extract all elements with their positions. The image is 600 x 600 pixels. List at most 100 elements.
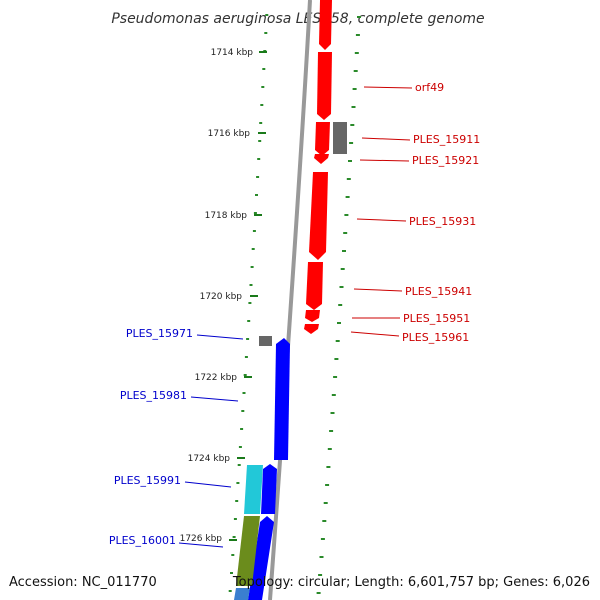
gene-label[interactable]: orf49 [415, 81, 444, 94]
guide-dot [233, 518, 237, 520]
guide-dot [262, 68, 266, 70]
guide-dot [325, 484, 330, 486]
gene-label[interactable]: PLES_16001 [109, 534, 176, 547]
guide-dot [342, 250, 346, 252]
guide-dot [265, 14, 269, 16]
guide-dot [237, 464, 241, 466]
guide-dot [259, 122, 263, 124]
guide-dot [238, 446, 242, 448]
label-leader-line [363, 86, 413, 89]
guide-dot [354, 52, 359, 54]
gene-label[interactable]: PLES_15991 [114, 474, 181, 487]
guide-dots [228, 14, 361, 594]
label-leader-line [359, 159, 410, 162]
guide-dot [249, 284, 253, 286]
gene-feature[interactable] [315, 122, 330, 156]
guide-dot [348, 160, 352, 162]
guide-dot [252, 230, 256, 232]
guide-dot [318, 574, 323, 576]
genome-summary-text: Topology: circular; Length: 6,601,757 bp… [232, 575, 590, 590]
gene-label[interactable]: PLES_15981 [120, 389, 187, 402]
gene-label[interactable]: PLES_15961 [402, 331, 469, 344]
gene-feature[interactable] [236, 516, 260, 586]
guide-dot [343, 232, 348, 234]
gene-feature[interactable] [306, 262, 323, 310]
gene-label[interactable]: PLES_15951 [403, 312, 470, 325]
guide-dot [235, 500, 239, 502]
guide-dot [257, 158, 261, 160]
guide-dot [323, 502, 328, 504]
gene-feature[interactable] [305, 310, 320, 322]
guide-dot [349, 142, 354, 144]
label-leader-line [184, 481, 232, 488]
gene-feature[interactable] [261, 464, 277, 514]
scale-tick-label: 1718 kbp [205, 211, 248, 221]
gene-feature[interactable] [234, 588, 250, 600]
guide-dot [333, 376, 338, 378]
guide-dot [316, 592, 321, 594]
gene-label[interactable]: PLES_15941 [405, 285, 472, 298]
gene-feature[interactable] [259, 336, 272, 346]
guide-dot [264, 32, 268, 34]
label-leader-line [196, 334, 244, 340]
left-gene-labels: PLES_15971 PLES_15981 PLES_15991 PLES_16… [109, 327, 244, 548]
gene-feature[interactable] [244, 465, 263, 514]
guide-dot [357, 16, 361, 18]
guide-dot [350, 124, 355, 126]
gene-label[interactable]: PLES_15921 [412, 154, 479, 167]
gene-feature[interactable] [274, 338, 290, 460]
scale-tick-label: 1724 kbp [188, 454, 231, 464]
guide-dot [337, 322, 341, 324]
guide-dot [331, 394, 336, 396]
scale-tick-label: 1716 kbp [208, 129, 251, 139]
guide-dot [353, 70, 358, 72]
guide-dot [231, 554, 235, 556]
guide-dot [242, 392, 246, 394]
gene-feature[interactable] [304, 324, 319, 334]
reverse-strand-features [234, 336, 290, 600]
gene-feature[interactable] [248, 516, 274, 600]
scale-tick-label: 1714 kbp [211, 48, 254, 58]
guide-dot [248, 302, 252, 304]
guide-dot [230, 572, 233, 574]
right-gene-labels: orf49 PLES_15911 PLES_15921 PLES_15931 P… [350, 81, 480, 344]
label-leader-line [350, 331, 400, 337]
scale-tick-label: 1726 kbp [180, 534, 223, 544]
guide-dot [335, 340, 340, 342]
guide-dot [346, 178, 351, 180]
gene-label[interactable]: PLES_15931 [409, 215, 476, 228]
guide-dot [345, 196, 350, 198]
guide-dot [243, 374, 247, 376]
guide-dot [326, 466, 331, 468]
guide-dot [344, 214, 349, 216]
label-leader-line [356, 218, 407, 222]
gene-feature[interactable] [333, 122, 347, 154]
gene-feature[interactable] [317, 52, 332, 120]
guide-dot [320, 538, 325, 540]
guide-dot [352, 88, 357, 90]
scale-tick-label: 1722 kbp [195, 373, 238, 383]
guide-dot [236, 482, 240, 484]
guide-dot [232, 536, 236, 538]
guide-dot [258, 140, 262, 142]
guide-dot [351, 106, 356, 108]
scale-ticks: 1714 kbp 1716 kbp 1718 kbp 1720 kbp 1722… [180, 48, 267, 544]
genome-backbone [268, 0, 312, 600]
label-leader-line [190, 396, 239, 402]
guide-dot [330, 412, 335, 414]
gene-feature[interactable] [309, 172, 328, 260]
gene-feature[interactable] [314, 154, 329, 164]
gene-feature[interactable] [319, 0, 332, 50]
forward-strand-features [304, 0, 332, 334]
guide-dot [340, 268, 345, 270]
gene-label[interactable]: PLES_15971 [126, 327, 193, 340]
guide-dot [334, 358, 339, 360]
guide-dot [327, 448, 332, 450]
gene-label[interactable]: PLES_15911 [413, 133, 480, 146]
guide-dot [247, 320, 251, 322]
map-title: Pseudomonas aeruginosa LESB58, complete … [111, 11, 484, 27]
label-leader-line [178, 542, 224, 548]
label-leader-line [353, 288, 403, 292]
guide-dot [338, 304, 343, 306]
